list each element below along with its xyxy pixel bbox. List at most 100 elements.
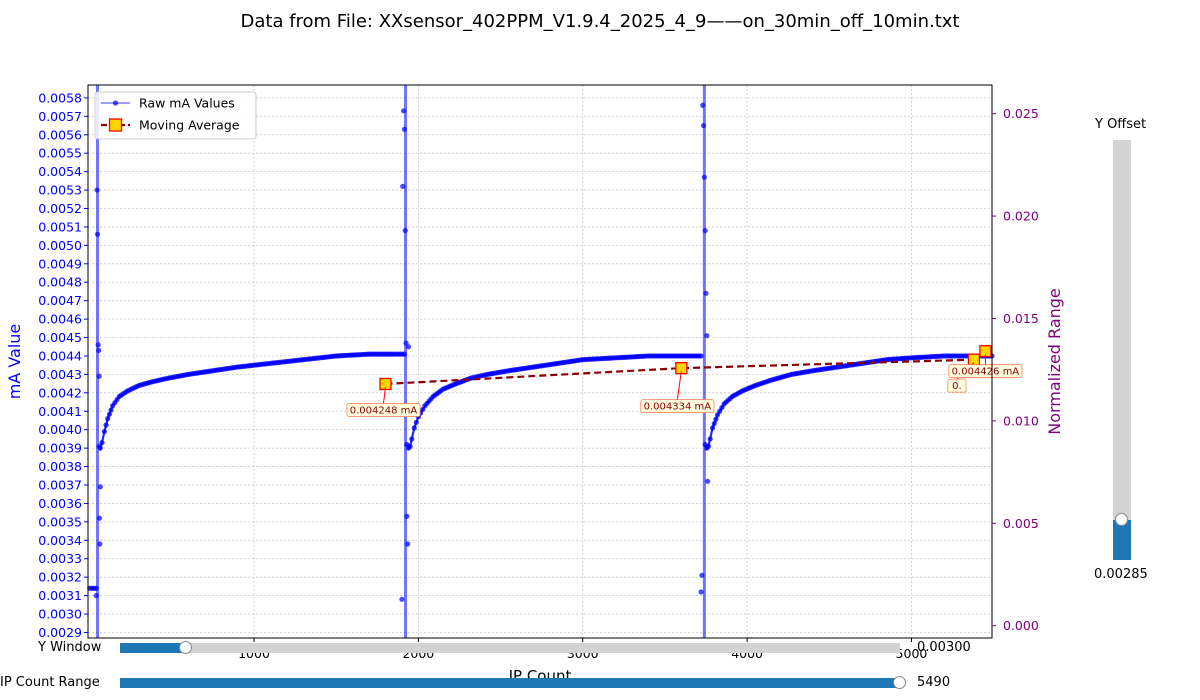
annotation-box [948,364,1023,379]
raw-point [401,351,407,357]
raw-point [106,411,112,417]
y-tick-label: 0.0042 [38,385,82,400]
y-window-slider[interactable] [120,643,900,653]
y2-axis-label: Normalized Range [1045,288,1064,435]
annotation-arrow [676,371,682,400]
y-tick-label: 0.0047 [38,293,82,308]
y-tick-label: 0.0058 [38,90,82,105]
moving-average-series [379,345,992,391]
y-tick-label: 0.0043 [38,367,82,382]
annotation-label: 0. [952,381,962,392]
legend-raw-marker [112,100,119,106]
y-window-label: Y Window [38,640,102,655]
raw-spike-point [705,478,711,484]
raw-spike-point [701,174,707,180]
ip-count-range-knob[interactable] [893,676,906,689]
y2-tick-label: 0.020 [1003,209,1039,224]
y-tick-label: 0.0056 [38,127,82,142]
y-tick-label: 0.0039 [38,441,82,456]
raw-spike-point [97,484,103,490]
y-offset-fill [1113,520,1131,560]
raw-line-segment [98,353,405,451]
raw-point [705,443,712,449]
annotations: 0.004248 mA 0.004334 mA 0. 0.004426 mA [346,354,1023,417]
raw-spike-point [700,122,707,129]
legend-box [94,91,257,140]
y-offset-value: 0.00285 [1094,567,1148,582]
raw-spike-point [401,126,407,132]
y-tick-label: 0.0033 [38,551,82,566]
y-tick-label: 0.0029 [38,625,82,640]
raw-point [105,416,111,422]
y2-tick-label: 0.000 [1003,618,1039,633]
raw-point [413,419,419,425]
raw-point [97,445,103,451]
y-tick-label: 0.0053 [38,183,82,198]
raw-point [711,420,717,427]
raw-spike-point [94,187,100,193]
raw-point [707,436,713,442]
y2-tick-label: 0.025 [1003,106,1039,121]
legend-ma-marker [108,118,123,132]
raw-spike-point [403,340,409,346]
y-tick-label: 0.0048 [38,275,82,290]
annotation: 0.004426 mA [948,354,1023,379]
annotation-label: 0.004248 mA [350,405,418,416]
y-tick-label: 0.0034 [38,533,82,548]
annotation-box [346,403,421,417]
raw-spike-point [699,572,705,578]
y-window-value: 0.00300 [917,640,971,655]
raw-spike-point [700,102,706,108]
raw-spike-point [96,347,102,354]
annotation-box [640,399,715,414]
y-tick-label: 0.0052 [38,201,82,216]
spike-bands [96,85,706,638]
raw-spike-point [96,373,102,379]
raw-spike-point [96,515,103,521]
raw-point [709,425,716,431]
y2-tick-label: 0.005 [1003,516,1039,531]
raw-point [101,428,108,435]
raw-spike-point [405,344,412,350]
y-offset-knob[interactable] [1115,513,1128,527]
y-tick-label: 0.0051 [38,219,82,234]
y-tick-label: 0.0055 [38,146,82,161]
y2-tick-label: 0.010 [1003,413,1039,428]
raw-point [103,422,109,428]
annotation-box [947,378,967,393]
y-tick-label: 0.0031 [38,588,82,603]
y-tick-label: 0.0041 [38,404,82,419]
chart-title: Data from File: XXsensor_402PPM_V1.9.4_2… [240,11,960,32]
annotation-label: 0.004334 mA [644,402,712,413]
raw-spike-point [95,342,101,348]
y-tick-label: 0.0036 [38,496,82,511]
raw-point [409,436,415,442]
raw-spike-point [399,596,405,602]
raw-spike-point [94,231,101,237]
ip-count-range-value: 5490 [917,675,951,690]
raw-series [87,102,995,602]
raw-spike-point [698,589,704,595]
y-tick-label: 0.0045 [38,330,82,345]
grid [88,85,992,638]
y-window-fill [120,643,187,653]
annotation-label: 0.004426 mA [952,367,1020,378]
raw-spike-point [402,228,408,234]
y-offset-label: Y Offset [1095,117,1147,132]
raw-point [108,407,114,413]
raw-spike-point [93,593,99,599]
annotation: 0.004334 mA [640,371,715,414]
y-tick-label: 0.0035 [38,514,82,529]
raw-spike-point [703,290,709,296]
legend-ma-label: Moving Average [139,118,240,133]
raw-spike-point [405,541,411,547]
raw-point [93,585,99,591]
legend-raw-label: Raw mA Values [139,96,235,111]
raw-spike-point [400,183,406,189]
y-window-knob[interactable] [179,641,193,654]
raw-point [99,440,105,446]
raw-spike-point [400,108,407,114]
y-tick-label: 0.0050 [38,238,82,253]
y-offset-slider[interactable] [1113,140,1131,560]
